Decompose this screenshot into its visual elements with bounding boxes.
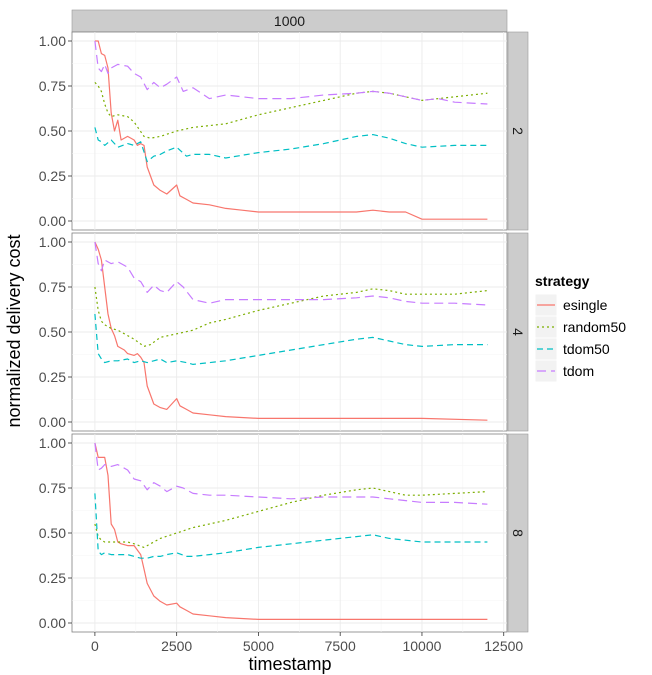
x-tick-label: 0	[91, 638, 99, 654]
column-strip-label: 1000	[274, 13, 305, 29]
y-tick-label: 0.25	[39, 168, 66, 184]
y-tick-label: 0.50	[39, 123, 66, 139]
series-line-tdom50	[94, 127, 488, 163]
x-tick-label: 7500	[325, 638, 356, 654]
y-tick-label: 0.50	[39, 324, 66, 340]
y-tick-label: 0.75	[39, 480, 66, 496]
panel-2: 0.00 0.25 0.50 0.75 1.00 2	[39, 31, 529, 231]
series-line-esingle	[94, 241, 488, 421]
series-line-tdom	[94, 241, 488, 306]
y-tick-label: 0.25	[39, 369, 66, 385]
row-strip	[507, 433, 529, 633]
legend-label-esingle: esingle	[563, 297, 608, 313]
panel-4: 0.00 0.25 0.50 0.75 1.00 4	[39, 232, 529, 432]
y-tick-label: 0.00	[39, 213, 66, 229]
series-line-tdom	[94, 40, 488, 105]
series-line-tdom50	[94, 493, 488, 559]
x-tick-label: 10000	[402, 638, 441, 654]
series-line-tdom50	[94, 313, 488, 365]
y-tick-label: 0.00	[39, 615, 66, 631]
y-tick-label: 1.00	[39, 33, 66, 49]
legend-title: strategy	[535, 273, 590, 289]
row-strip	[507, 232, 529, 432]
y-tick-label: 0.75	[39, 78, 66, 94]
y-tick-label: 0.00	[39, 414, 66, 430]
x-tick-label: 5000	[243, 638, 274, 654]
x-tick-label: 12500	[484, 638, 523, 654]
x-tick-label: 2500	[161, 638, 192, 654]
y-tick-label: 1.00	[39, 435, 66, 451]
series-line-random50	[94, 487, 488, 548]
row-strip-label: 4	[510, 328, 526, 336]
row-strip-label: 2	[510, 127, 526, 135]
x-axis-title: timestamp	[248, 654, 331, 674]
legend-label-tdom50: tdom50	[563, 341, 610, 357]
legend-label-tdom: tdom	[563, 363, 594, 379]
y-tick-label: 0.75	[39, 279, 66, 295]
row-strip-label: 8	[510, 529, 526, 537]
series-line-esingle	[94, 40, 488, 220]
series-line-tdom	[94, 442, 488, 505]
series-line-esingle	[94, 442, 488, 620]
row-strip	[507, 31, 529, 231]
legend-label-random50: random50	[563, 319, 626, 335]
legend: strategy esingle random50 tdom50 tdom	[534, 273, 626, 383]
y-tick-label: 1.00	[39, 234, 66, 250]
panel-8: 0.00 0.25 0.50 0.75 1.00 8	[39, 433, 529, 633]
y-axis-title: normalized delivery cost	[4, 234, 24, 427]
y-tick-label: 0.50	[39, 525, 66, 541]
y-tick-label: 0.25	[39, 570, 66, 586]
